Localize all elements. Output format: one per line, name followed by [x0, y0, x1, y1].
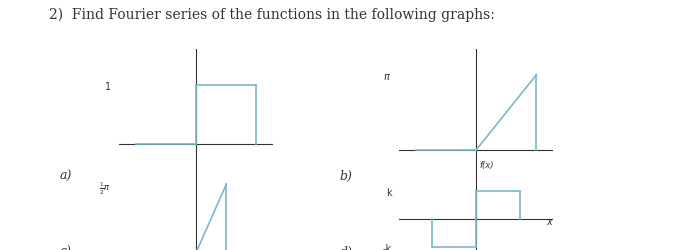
Text: c): c) — [60, 245, 71, 250]
Text: b): b) — [340, 169, 352, 182]
Text: f(x): f(x) — [480, 160, 494, 169]
Text: x: x — [547, 216, 552, 226]
Text: 2)  Find Fourier series of the functions in the following graphs:: 2) Find Fourier series of the functions … — [49, 8, 495, 22]
Text: a): a) — [60, 169, 72, 182]
Text: d): d) — [340, 245, 352, 250]
